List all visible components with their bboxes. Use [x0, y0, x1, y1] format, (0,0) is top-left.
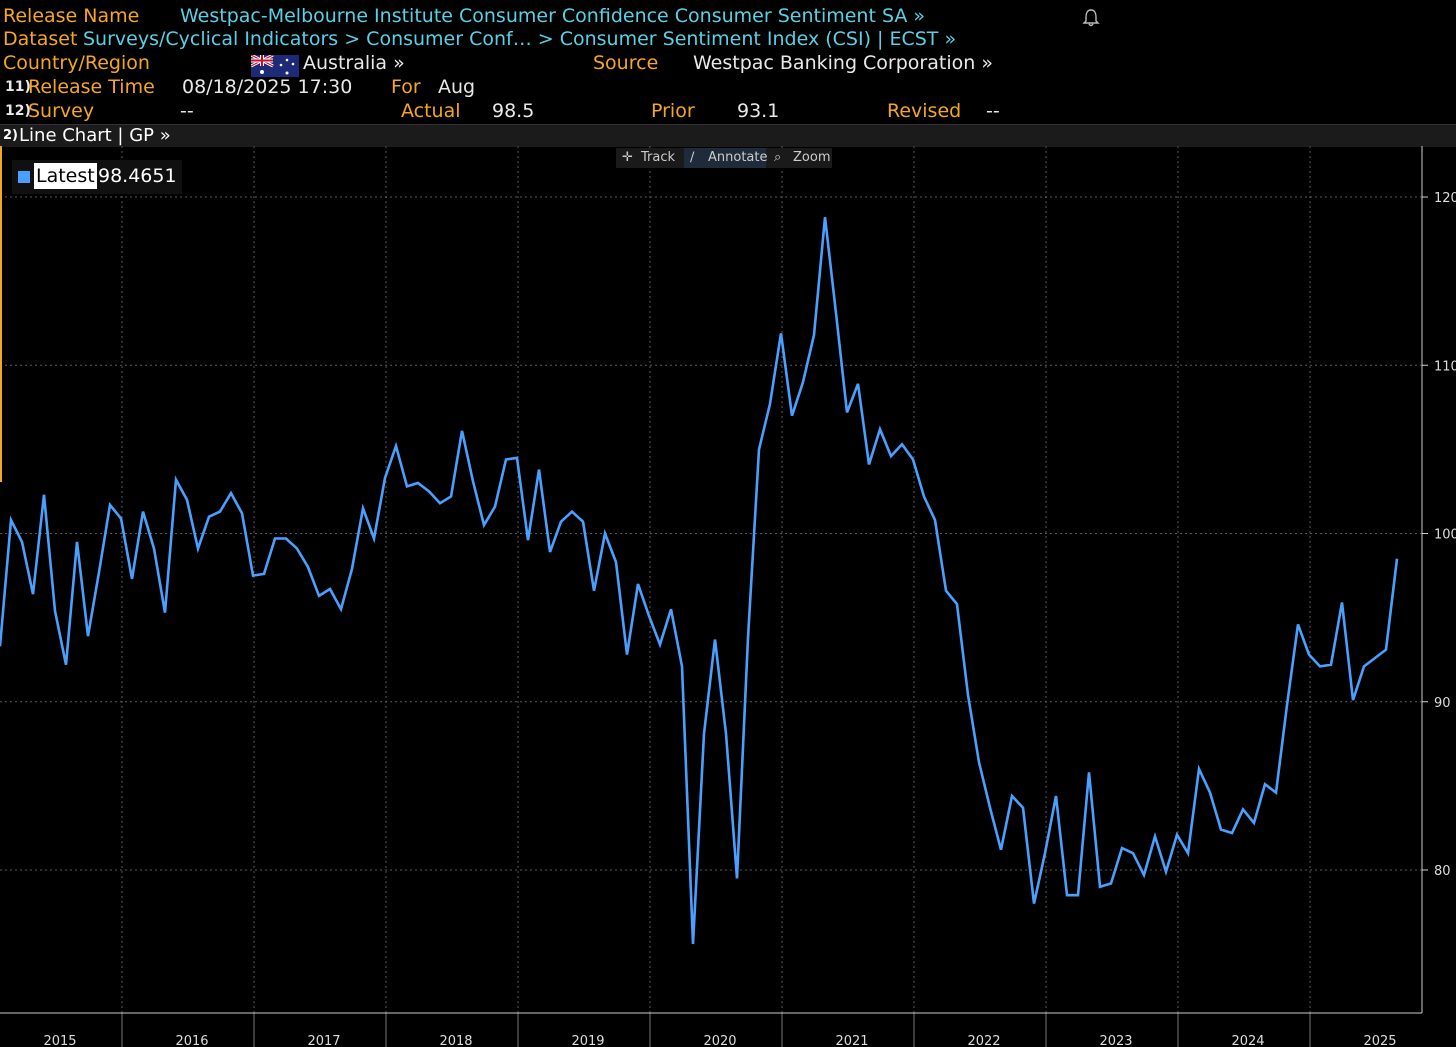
source-link[interactable]: Westpac Banking Corporation »: [693, 52, 993, 74]
chart-bar-label[interactable]: Line Chart | GP »: [19, 125, 171, 146]
chart-bar-number: 2): [3, 128, 18, 143]
annotate-button[interactable]: Annotate: [708, 150, 768, 165]
track-button[interactable]: Track: [641, 150, 676, 165]
bell-icon[interactable]: [1082, 8, 1100, 28]
dataset-link[interactable]: Surveys/Cyclical Indicators > Consumer C…: [83, 28, 957, 50]
country-label: Country/Region: [3, 52, 150, 74]
revised-value: --: [986, 100, 1000, 122]
actual-label: Actual: [401, 100, 461, 122]
chart-title-bar[interactable]: 2) Line Chart | GP »: [0, 124, 1456, 147]
country-link[interactable]: Australia »: [303, 52, 405, 74]
prior-label: Prior: [651, 100, 695, 122]
survey-value: --: [180, 100, 194, 122]
y-tick-label: 120: [1434, 191, 1456, 206]
x-tick-label: 2023: [1099, 1034, 1132, 1047]
line-chart[interactable]: 120 110 100 90 80 2015 2016 2017 2018 2019 2020 202…: [0, 146, 1456, 1047]
release-time-value: 08/18/2025 17:30: [182, 76, 353, 98]
dataset-label: Dataset: [3, 28, 78, 50]
australia-flag-icon: [250, 53, 299, 77]
survey-label[interactable]: Survey: [28, 100, 95, 122]
x-tick-label: 2021: [835, 1034, 868, 1047]
x-tick-label: 2018: [439, 1034, 472, 1047]
survey-number: 12): [5, 103, 31, 119]
release-time-row: 11) Release Time 08/18/2025 17:30 For Au…: [0, 75, 1456, 99]
header-panel: Release Name Westpac-Melbourne Institute…: [0, 0, 1456, 124]
y-tick-label: 90: [1434, 696, 1451, 711]
legend-value: 98.4651: [98, 165, 177, 187]
axes: 120 110 100 90 80 2015 2016 2017 2018 2019 2020 202…: [0, 146, 1456, 1047]
series: [0, 217, 1399, 945]
x-tick-label: 2016: [175, 1034, 208, 1047]
country-row: Country/Region Australia » Source Westpa…: [0, 51, 1456, 77]
release-time-label[interactable]: Release Time: [28, 76, 155, 98]
grid: [0, 146, 1422, 1013]
legend-label: Latest: [34, 163, 97, 189]
revised-label: Revised: [887, 100, 962, 122]
x-tick-label: 2025: [1363, 1034, 1396, 1047]
for-label: For: [391, 76, 421, 98]
for-value: Aug: [438, 76, 476, 98]
series-line-consumer-sentiment: [0, 217, 1399, 945]
release-name-link[interactable]: Westpac-Melbourne Institute Consumer Con…: [180, 5, 926, 27]
orange-marker-line: [0, 146, 2, 482]
legend: Latest 98.4651: [12, 160, 182, 194]
x-tick-label: 2022: [967, 1034, 1000, 1047]
release-name-row: Release Name Westpac-Melbourne Institute…: [0, 4, 1456, 28]
y-tick-label: 100: [1434, 528, 1456, 543]
y-tick-label: 110: [1434, 359, 1456, 374]
zoom-button[interactable]: Zoom: [793, 150, 831, 165]
x-tick-label: 2019: [571, 1034, 604, 1047]
release-time-number: 11): [5, 79, 31, 95]
actual-value: 98.5: [492, 100, 535, 122]
release-name-label: Release Name: [3, 5, 140, 27]
legend-swatch: [18, 171, 30, 183]
x-tick-label: 2017: [307, 1034, 340, 1047]
annotate-button-bg: [684, 148, 766, 168]
zoom-icon[interactable]: ⌕: [774, 150, 782, 165]
survey-row: 12) Survey -- Actual 98.5 Prior 93.1 Rev…: [0, 99, 1456, 123]
annotate-icon[interactable]: ∕: [690, 150, 695, 165]
source-label: Source: [593, 52, 659, 74]
chart-toolbar: ✛ Track ∕ Annotate ⌕ Zoom: [616, 148, 832, 168]
prior-value: 93.1: [737, 100, 780, 122]
dataset-row: Dataset Surveys/Cyclical Indicators > Co…: [0, 27, 1456, 51]
x-tick-label: 2015: [43, 1034, 76, 1047]
y-tick-label: 80: [1434, 864, 1451, 879]
x-tick-label: 2020: [703, 1034, 736, 1047]
x-tick-label: 2024: [1231, 1034, 1264, 1047]
track-icon[interactable]: ✛: [622, 150, 633, 165]
